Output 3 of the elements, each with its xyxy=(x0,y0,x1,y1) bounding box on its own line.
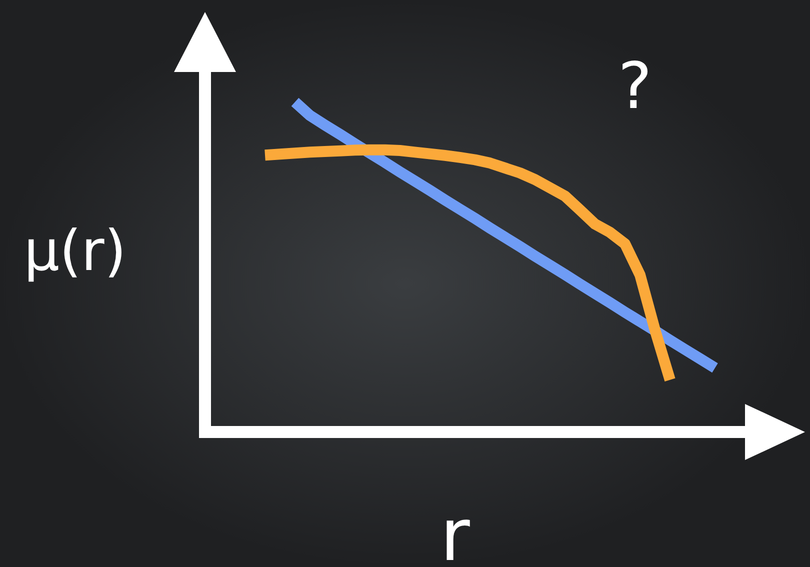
annotation: ? xyxy=(618,50,652,124)
x-axis-title: r xyxy=(440,493,470,567)
y-axis-title: μ(r) xyxy=(24,219,126,284)
